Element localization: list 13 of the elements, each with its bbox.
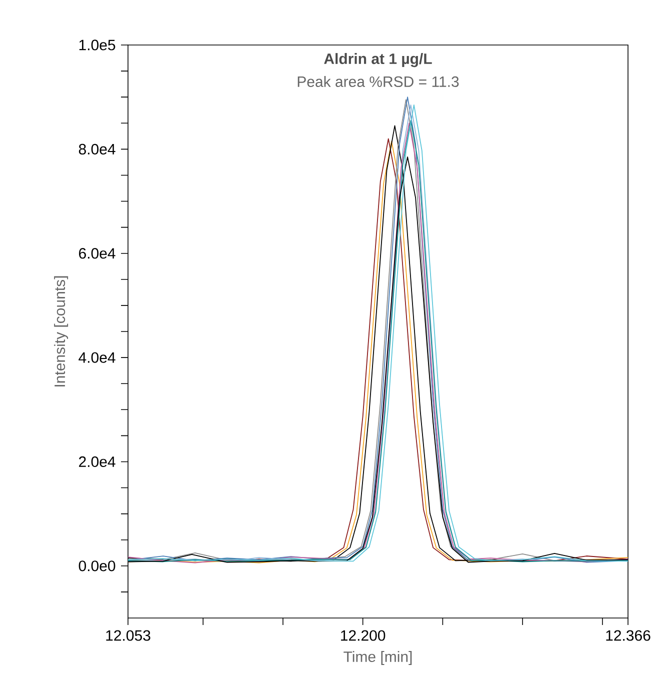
y-tick-label: 2.0e4 [79, 456, 116, 468]
text: Aldrin at 1 µg/L [324, 53, 432, 68]
text: Peak area %RSD = 11.3 [298, 76, 459, 87]
y-tick-label: 6.0e4 [79, 248, 116, 259]
y-tick-label: 4.0e4 [78, 352, 116, 363]
x-tick-label: 12.200 [341, 630, 386, 641]
x-tick-label: 12.366 [606, 630, 650, 641]
y-tick-label: 0.0e0 [78, 560, 116, 572]
x-tick-label: 12.053 [106, 630, 150, 641]
y-tick-label: 1.0e5 [79, 40, 116, 50]
y-tick-label: 8.0e4 [78, 144, 116, 154]
x-axis-title: Time [min] [344, 651, 412, 665]
y-axis-title: Intensity [counts] [54, 276, 68, 386]
